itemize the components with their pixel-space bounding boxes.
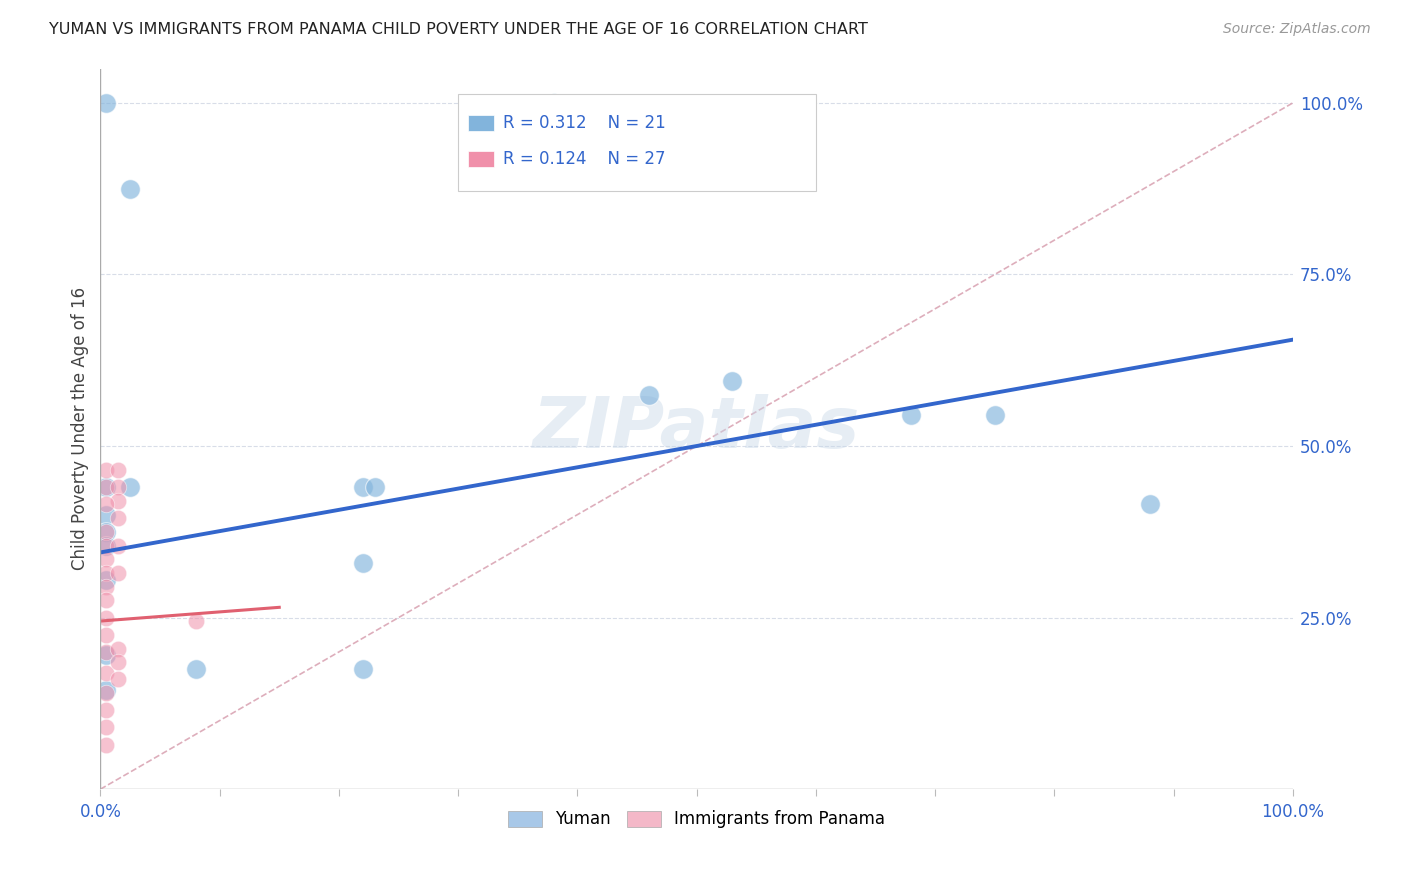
Point [96, 738, 118, 752]
Legend: Yuman, Immigrants from Panama: Yuman, Immigrants from Panama [502, 804, 891, 835]
Point [96, 508, 118, 522]
Point [107, 566, 129, 580]
Text: Source: ZipAtlas.com: Source: ZipAtlas.com [1223, 22, 1371, 37]
Point [96, 95, 118, 110]
FancyBboxPatch shape [458, 94, 815, 191]
Point [96, 580, 118, 594]
Point [96, 524, 118, 539]
Point [96, 539, 118, 553]
Point [96, 610, 118, 624]
Point [638, 387, 661, 401]
Text: ZIPatlas: ZIPatlas [533, 394, 860, 463]
Point [543, 95, 565, 110]
Point [96, 573, 118, 587]
Point [96, 721, 118, 735]
Point [184, 614, 207, 628]
FancyBboxPatch shape [468, 151, 494, 167]
Point [96, 463, 118, 477]
Point [96, 645, 118, 659]
Point [107, 494, 129, 508]
Y-axis label: Child Poverty Under the Age of 16: Child Poverty Under the Age of 16 [72, 287, 89, 570]
Point [120, 181, 142, 195]
FancyBboxPatch shape [468, 115, 494, 130]
Point [107, 511, 129, 525]
Point [96, 686, 118, 700]
Point [96, 480, 118, 494]
Point [96, 566, 118, 580]
Text: YUMAN VS IMMIGRANTS FROM PANAMA CHILD POVERTY UNDER THE AGE OF 16 CORRELATION CH: YUMAN VS IMMIGRANTS FROM PANAMA CHILD PO… [49, 22, 868, 37]
Point [721, 374, 744, 388]
Point [96, 593, 118, 607]
Point [107, 655, 129, 669]
Point [900, 408, 922, 422]
Point [363, 480, 385, 494]
Point [96, 648, 118, 663]
Point [96, 703, 118, 717]
Point [96, 628, 118, 642]
Point [96, 524, 118, 539]
Point [96, 552, 118, 566]
Point [184, 662, 207, 676]
Text: R = 0.124    N = 27: R = 0.124 N = 27 [503, 150, 666, 168]
Point [96, 682, 118, 697]
Point [96, 665, 118, 680]
Point [107, 463, 129, 477]
Point [96, 480, 118, 494]
Point [107, 641, 129, 656]
Point [1139, 497, 1161, 511]
Point [96, 539, 118, 553]
Point [107, 673, 129, 687]
Point [96, 497, 118, 511]
Point [352, 662, 374, 676]
Point [352, 556, 374, 570]
Point [984, 408, 1007, 422]
Point [352, 480, 374, 494]
Point [120, 480, 142, 494]
Text: R = 0.312    N = 21: R = 0.312 N = 21 [503, 113, 666, 132]
Point [107, 539, 129, 553]
Point [107, 480, 129, 494]
